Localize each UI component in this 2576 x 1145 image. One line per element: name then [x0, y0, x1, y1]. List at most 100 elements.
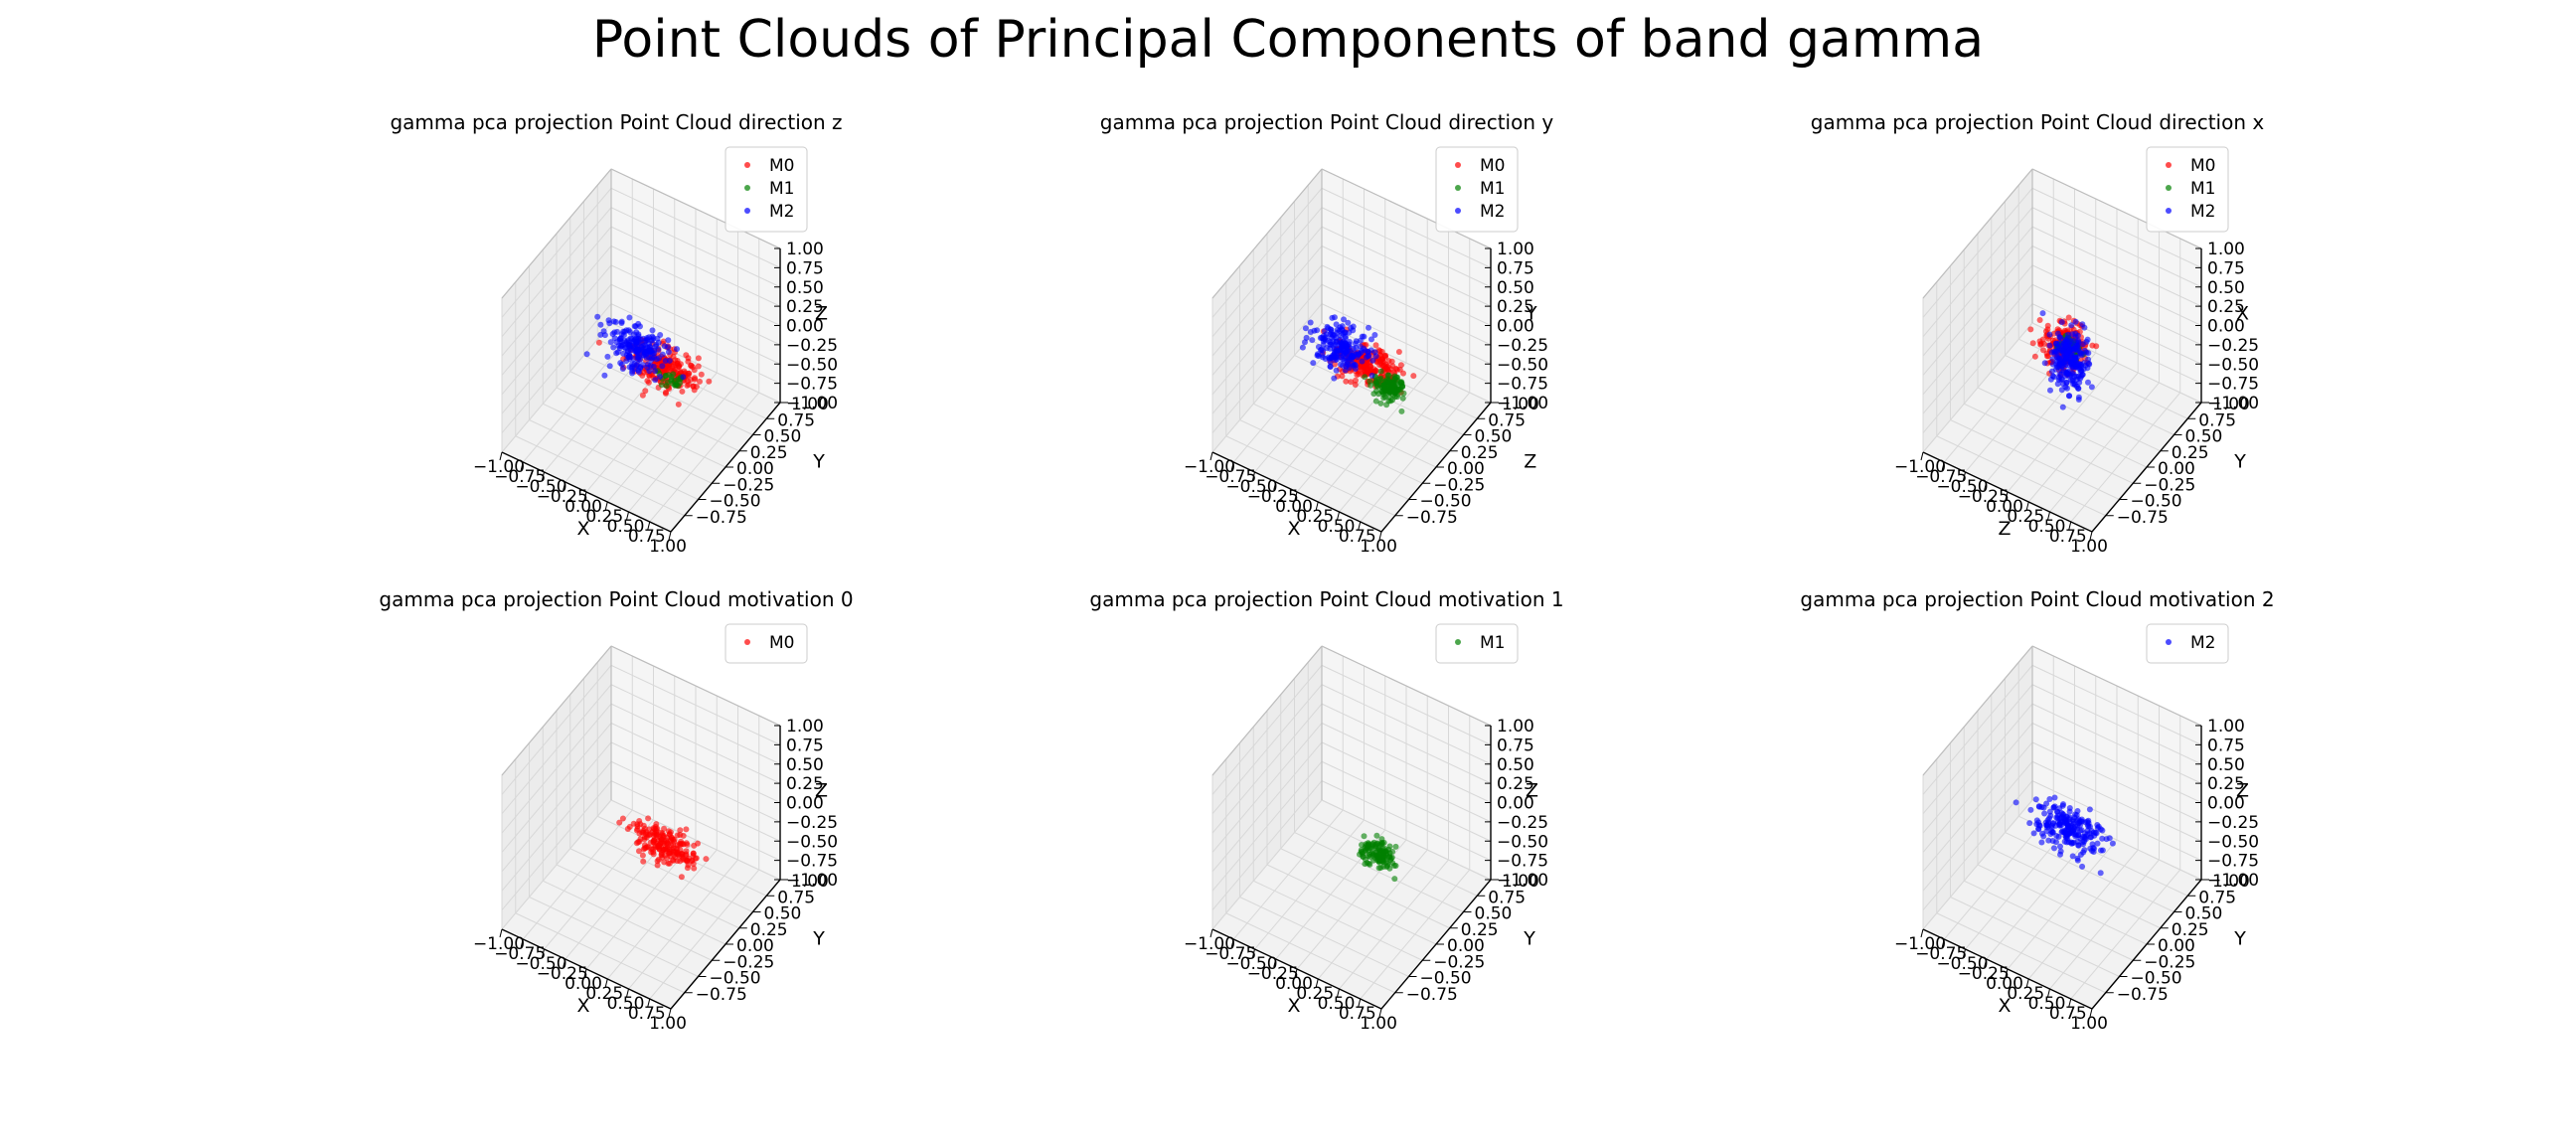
y-tick-label: 0.50 — [1475, 427, 1513, 447]
x-tick-mark — [1252, 948, 1255, 958]
data-point-M1 — [1364, 860, 1370, 867]
x-tick-mark — [2089, 1008, 2093, 1018]
x-tick-mark — [604, 501, 608, 511]
data-point-M0 — [662, 852, 669, 859]
data-point-M0 — [677, 827, 684, 834]
grid-line — [1977, 864, 2148, 945]
data-point-M2 — [613, 350, 620, 357]
data-point-M2 — [1328, 341, 1335, 348]
x-tick-label: 0.00 — [564, 497, 602, 517]
z-tick-label: 0.00 — [786, 794, 824, 814]
grid-line — [1317, 372, 1428, 503]
data-point-M1 — [662, 372, 669, 379]
data-point-M2 — [2057, 818, 2064, 825]
x-tick-mark — [604, 978, 608, 988]
data-point-M2 — [2046, 808, 2053, 815]
z-tick-label: 0.50 — [1497, 278, 1534, 298]
x-tick-mark — [2068, 998, 2072, 1008]
data-point-M2 — [2068, 356, 2075, 363]
legend-marker — [2166, 208, 2172, 214]
grid-line — [1360, 869, 1471, 1000]
grid-line — [2031, 664, 2202, 745]
data-point-M2 — [2097, 870, 2104, 877]
data-point-M2 — [634, 351, 641, 358]
y-tick-label: 0.00 — [736, 936, 774, 956]
data-point-M2 — [1368, 336, 1374, 343]
data-point-M2 — [2063, 370, 2070, 377]
x-tick-label: 0.00 — [1275, 974, 1313, 994]
data-point-M2 — [1371, 332, 1378, 338]
data-point-M2 — [2062, 362, 2069, 369]
data-point-M2 — [2066, 830, 2072, 837]
data-point-M2 — [2081, 830, 2088, 837]
data-point-M2 — [2074, 855, 2081, 862]
z-tick-label: −0.75 — [786, 852, 838, 872]
data-point-M2 — [2049, 356, 2056, 363]
x-tick-label: −0.75 — [1205, 944, 1256, 964]
data-point-M2 — [657, 332, 664, 338]
pane-edge — [501, 645, 612, 776]
data-point-M1 — [1362, 374, 1368, 381]
grid-line — [583, 355, 753, 435]
grid-line — [628, 382, 738, 513]
subplot-6: −1.00−0.75−0.50−0.250.000.250.500.751.00… — [1800, 587, 2274, 1034]
scatter-points — [2027, 310, 2100, 410]
grid-line — [2005, 832, 2174, 912]
data-point-M0 — [636, 848, 642, 855]
data-point-M2 — [2050, 804, 2057, 811]
z-tick-label: 0.50 — [2207, 278, 2245, 298]
data-point-M2 — [662, 358, 669, 364]
y-tick-label: −0.50 — [2131, 492, 2182, 512]
x-tick-label: 0.75 — [628, 527, 666, 547]
data-point-M0 — [639, 852, 646, 859]
y-tick-label: 0.25 — [1461, 920, 1499, 940]
data-point-M2 — [2062, 817, 2069, 824]
grid-line — [628, 859, 738, 990]
y-tick-label: 1.00 — [1502, 395, 1539, 414]
legend-marker — [1455, 208, 1461, 214]
z-axis-label: Z — [815, 780, 828, 802]
x-tick-mark — [583, 968, 587, 978]
x-tick-label: −1.00 — [1184, 934, 1235, 954]
y-axis-label: Y — [812, 450, 825, 472]
data-point-M2 — [659, 363, 666, 370]
y-tick-label: −0.25 — [2144, 475, 2195, 495]
legend: M0 M1 M2 — [724, 146, 808, 233]
data-point-M1 — [1360, 854, 1367, 861]
x-tick-mark — [1378, 1008, 1382, 1018]
grid-line — [1321, 684, 1492, 765]
grid-line — [610, 684, 781, 765]
data-point-M2 — [614, 328, 620, 335]
x-tick-mark — [1209, 451, 1213, 461]
data-point-M2 — [659, 351, 666, 358]
data-point-M0 — [644, 831, 651, 838]
data-point-M2 — [2056, 334, 2063, 341]
data-point-M2 — [2057, 851, 2063, 858]
data-point-M2 — [2059, 404, 2066, 410]
y-tick-label: 0.25 — [2172, 920, 2209, 940]
data-point-M2 — [2035, 803, 2042, 810]
x-tick-label: 0.00 — [564, 974, 602, 994]
legend-label: M1 — [1480, 179, 1505, 199]
grid-line — [2031, 723, 2202, 803]
x-tick-mark — [1252, 471, 1255, 481]
data-point-M0 — [670, 845, 677, 852]
x-tick-mark — [2025, 501, 2029, 511]
data-point-M2 — [620, 350, 627, 357]
z-tick-label: 0.00 — [1497, 794, 1534, 814]
data-point-M2 — [2068, 322, 2075, 329]
data-point-M2 — [2075, 337, 2082, 344]
grid-line — [1321, 664, 1492, 745]
x-tick-mark — [668, 531, 672, 541]
data-point-M2 — [1334, 356, 1340, 363]
x-tick-label: −0.75 — [1205, 467, 1256, 487]
data-point-M1 — [1383, 859, 1389, 866]
grid-line — [501, 188, 612, 318]
legend: M1 — [1435, 623, 1519, 664]
grid-line — [569, 371, 739, 452]
data-point-M2 — [655, 339, 662, 346]
subplot-4: −1.00−0.75−0.50−0.250.000.250.500.751.00… — [379, 587, 853, 1034]
x-tick-mark — [2005, 968, 2009, 978]
data-point-M2 — [1365, 348, 1371, 355]
